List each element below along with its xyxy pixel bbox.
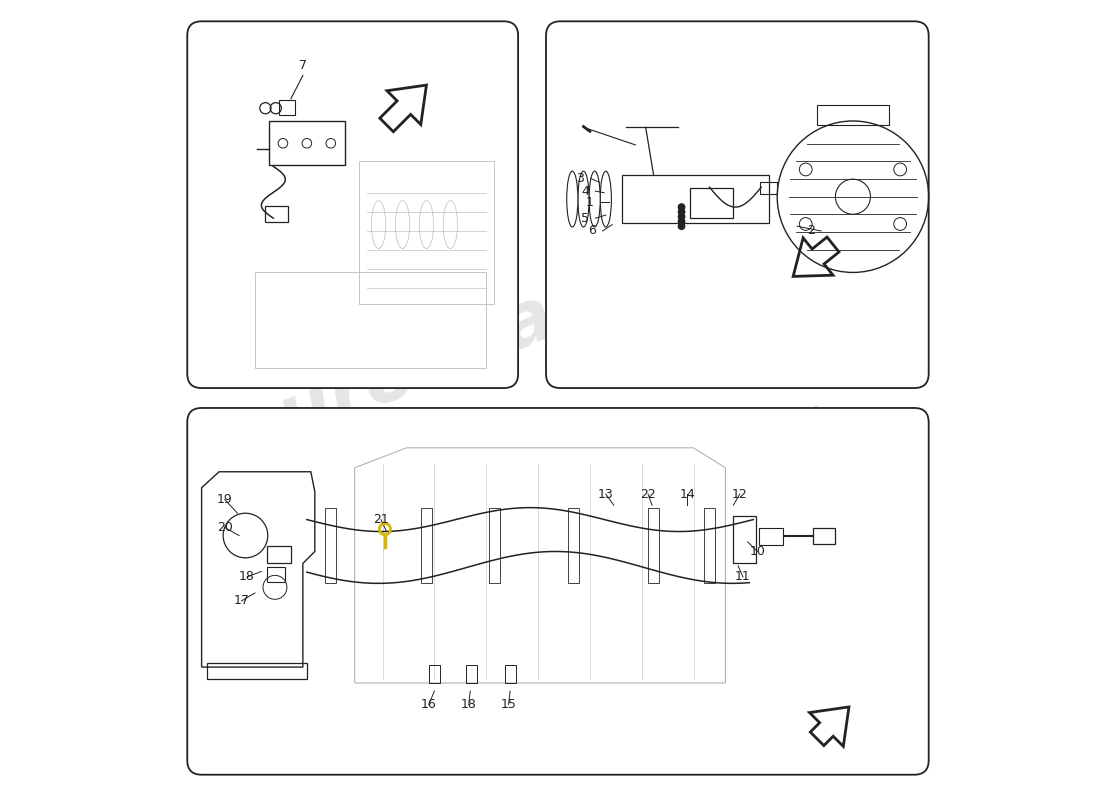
- Circle shape: [679, 223, 684, 230]
- Ellipse shape: [590, 171, 601, 227]
- Text: 14: 14: [679, 487, 695, 501]
- Polygon shape: [793, 237, 839, 277]
- Text: 22: 22: [640, 487, 656, 501]
- Bar: [813, 528, 835, 544]
- Bar: [255, 273, 486, 368]
- Ellipse shape: [601, 171, 612, 227]
- Text: 3: 3: [576, 172, 584, 185]
- Text: 21: 21: [373, 513, 389, 526]
- FancyBboxPatch shape: [187, 408, 928, 774]
- Text: 2: 2: [806, 225, 815, 238]
- Bar: [621, 175, 769, 223]
- Bar: [421, 508, 432, 583]
- Circle shape: [679, 218, 684, 225]
- Bar: [690, 188, 734, 218]
- Bar: [429, 666, 440, 683]
- Text: 17: 17: [233, 594, 250, 607]
- Bar: [267, 567, 285, 582]
- Circle shape: [679, 214, 684, 220]
- Bar: [759, 527, 783, 545]
- Bar: [760, 182, 778, 194]
- Text: 16: 16: [421, 698, 437, 711]
- Bar: [488, 508, 499, 583]
- Bar: [270, 121, 345, 165]
- Text: 18: 18: [461, 698, 476, 711]
- Text: 12: 12: [732, 487, 748, 501]
- Text: 18: 18: [239, 570, 255, 583]
- Bar: [569, 508, 580, 583]
- Bar: [466, 666, 477, 683]
- Bar: [648, 508, 659, 583]
- Text: 7: 7: [299, 58, 307, 71]
- Circle shape: [679, 204, 684, 210]
- Text: 10: 10: [749, 545, 766, 558]
- Bar: [505, 666, 516, 683]
- Text: 6: 6: [588, 225, 596, 238]
- Bar: [359, 161, 494, 304]
- Bar: [207, 663, 307, 679]
- Bar: [326, 508, 337, 583]
- FancyBboxPatch shape: [546, 22, 928, 388]
- Bar: [267, 546, 290, 563]
- FancyBboxPatch shape: [187, 22, 518, 388]
- Ellipse shape: [578, 171, 590, 227]
- Text: 19: 19: [217, 493, 232, 506]
- Polygon shape: [379, 85, 427, 132]
- Text: 1: 1: [586, 196, 594, 209]
- Text: 20: 20: [217, 521, 233, 534]
- Bar: [734, 515, 756, 563]
- Ellipse shape: [566, 171, 578, 227]
- Bar: [817, 105, 889, 125]
- Text: eurospares: eurospares: [221, 230, 688, 475]
- Text: 5: 5: [581, 212, 590, 225]
- Bar: [265, 206, 288, 222]
- Text: 11: 11: [735, 570, 751, 583]
- Text: 15: 15: [500, 698, 517, 711]
- Bar: [279, 100, 295, 114]
- Circle shape: [679, 209, 684, 215]
- Bar: [704, 508, 715, 583]
- Text: a passion for parts since 1985: a passion for parts since 1985: [430, 404, 829, 587]
- Polygon shape: [810, 707, 849, 746]
- Text: 13: 13: [598, 487, 614, 501]
- Text: 4: 4: [581, 185, 590, 198]
